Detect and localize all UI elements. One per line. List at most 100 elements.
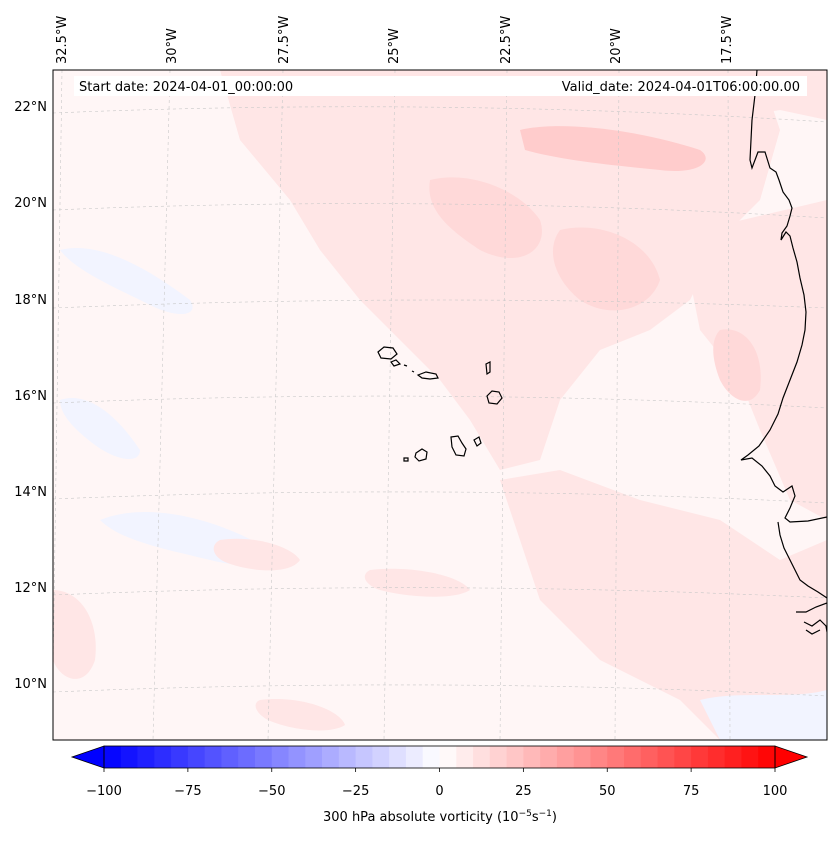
guinea-coastline: [796, 602, 827, 635]
sao-nicolau-island: [416, 371, 439, 380]
colorbar-swatches: [104, 746, 776, 768]
weak-positive-blob-4: [255, 699, 345, 731]
colorbar-swatch: [741, 746, 759, 768]
colorbar-max-extension: [774, 745, 809, 769]
longitude-label: 32.5°W: [55, 16, 70, 64]
santa-luzia-island: [403, 364, 415, 373]
meridian-line: [499, 70, 508, 740]
colorbar-swatch: [707, 746, 726, 768]
colorbar-swatch: [104, 746, 122, 768]
meridian-line: [614, 70, 620, 740]
fogo-island: [414, 448, 428, 462]
valid-date-label: Valid_date: 2024-04-01T06:00:00.00: [562, 80, 800, 95]
latitude-label: 12°N: [14, 581, 47, 596]
positive-vorticity-band: [220, 70, 780, 470]
colorbar-tick-label: 100: [763, 784, 788, 799]
colorbar-swatch: [724, 746, 742, 768]
colorbar-swatch: [758, 746, 776, 768]
weak-positive-blob-2: [213, 538, 300, 571]
sao-vicente-island: [390, 359, 402, 367]
colorbar-swatch: [540, 746, 558, 768]
colorbar-label-unit: s: [532, 810, 539, 825]
weak-positive-blob-5: [636, 579, 735, 620]
colorbar-swatch: [607, 746, 625, 768]
longitude-label: 25°W: [387, 28, 402, 64]
colorbar-swatch: [137, 746, 155, 768]
negative-vorticity-streak-3: [700, 690, 827, 740]
moderate-vorticity-core: [429, 177, 542, 259]
colorbar-swatch: [154, 746, 172, 768]
header-background: [74, 76, 807, 96]
colorbar-swatch: [305, 746, 323, 768]
gambia-coastline: [777, 521, 827, 599]
colorbar-swatch: [439, 746, 457, 768]
colorbar-label-main: 300 hPa absolute vorticity (10: [323, 810, 519, 825]
colorbar-swatch: [254, 746, 273, 768]
maio-island: [473, 436, 482, 447]
colorbar-label: 300 hPa absolute vorticity (10−5s−1): [323, 809, 557, 825]
colorbar-swatch: [405, 746, 424, 768]
colorbar-swatch: [355, 746, 373, 768]
colorbar-tick-label: 25: [515, 784, 532, 799]
colorbar-tick-label: 0: [435, 784, 443, 799]
meridian-line: [267, 70, 284, 740]
parallel-line: [53, 106, 827, 123]
parallel-line: [53, 395, 827, 409]
colorbar: −100 −75 −50 −25 0 25 50 75 100 300 hPa absolute…: [70, 745, 809, 825]
colorbar-swatch: [204, 746, 222, 768]
santiago-island: [450, 435, 467, 457]
parallel-line: [53, 491, 827, 504]
parallel-line: [53, 299, 827, 309]
colorbar-tick-label: −100: [86, 784, 122, 799]
santo-antao-island: [377, 346, 398, 360]
map-panel: Start date: 2024-04-01_00:00:00 Valid_da…: [52, 69, 828, 741]
colorbar-ticks: −100 −75 −50 −25 0 25 50 75 100: [86, 768, 787, 799]
latitude-label: 22°N: [14, 100, 47, 115]
latitude-label: 16°N: [14, 389, 47, 404]
start-date-label: Start date: 2024-04-01_00:00:00: [79, 80, 293, 95]
colorbar-tick-label: −50: [258, 784, 285, 799]
parallel-line: [53, 203, 827, 219]
moderate-vorticity-core-3: [713, 329, 761, 401]
colorbar-swatch: [624, 746, 642, 768]
colorbar-swatch: [456, 746, 474, 768]
vorticity-contours: [53, 70, 827, 740]
colorbar-label-exp1: −5: [519, 809, 532, 819]
moderate-vorticity-core-2: [552, 227, 660, 311]
colorbar-swatch: [523, 746, 541, 768]
longitude-label: 22.5°W: [499, 16, 514, 64]
colorbar-swatch: [221, 746, 239, 768]
colorbar-min-extension: [70, 745, 105, 769]
colorbar-swatch: [640, 746, 658, 768]
parallel-line: [53, 684, 827, 697]
longitude-label: 27.5°W: [277, 16, 292, 64]
colorbar-swatch: [691, 746, 709, 768]
brava-island: [403, 457, 409, 462]
colorbar-swatch: [590, 746, 608, 768]
latitude-label: 14°N: [14, 485, 47, 500]
colorbar-swatch: [120, 746, 138, 768]
colorbar-tick-label: −25: [342, 784, 369, 799]
negative-vorticity-streak: [60, 248, 193, 315]
colorbar-label-exp2: −1: [539, 809, 552, 819]
colorbar-tick-label: 75: [683, 784, 700, 799]
colorbar-swatch: [372, 746, 390, 768]
colorbar-swatch: [489, 746, 507, 768]
colorbar-swatch: [657, 746, 675, 768]
weak-positive-blob: [53, 590, 96, 679]
colorbar-swatch: [288, 746, 306, 768]
negative-vorticity-streak-4: [60, 398, 140, 460]
coastline-africa: [740, 70, 827, 635]
colorbar-swatch: [506, 746, 524, 768]
cape-verde-islands: [377, 346, 503, 462]
meridian-line: [727, 70, 731, 740]
meridian-line: [383, 70, 396, 740]
latitude-label: 10°N: [14, 677, 47, 692]
colorbar-swatch: [389, 746, 407, 768]
colorbar-swatch: [322, 746, 340, 768]
longitude-labels: 32.5°W 30°W 27.5°W 25°W 22.5°W 20°W 17.5°W: [55, 16, 735, 64]
colorbar-swatch: [556, 746, 575, 768]
map-frame: [52, 69, 828, 741]
